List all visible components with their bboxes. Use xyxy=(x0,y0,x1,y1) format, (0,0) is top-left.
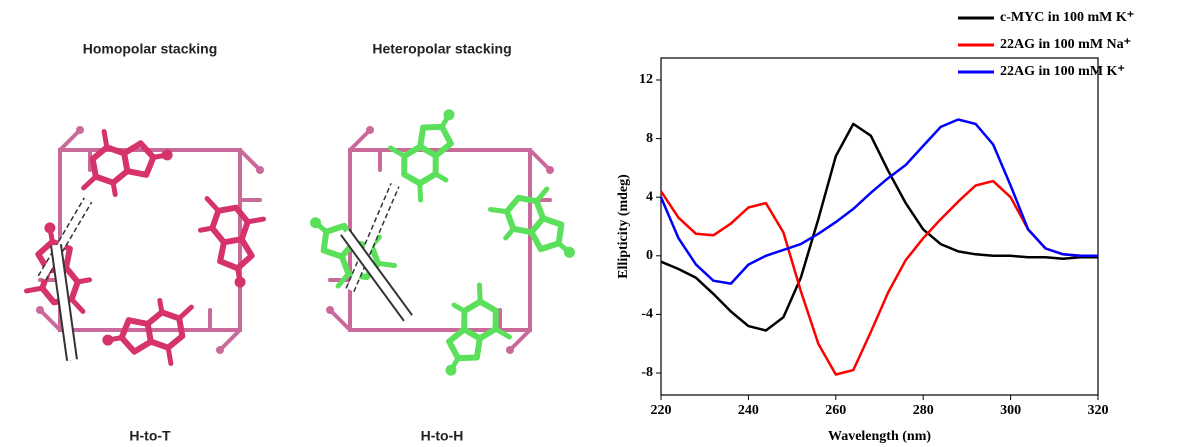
series-line xyxy=(660,122,1098,332)
legend-label: 22AG in 100 mM Na⁺ xyxy=(1000,37,1131,52)
panel-label: H-to-H xyxy=(421,428,464,444)
x-tick-label: 300 xyxy=(1000,403,1021,418)
legend-label: 22AG in 100 mM K⁺ xyxy=(1000,64,1125,79)
x-tick-label: 260 xyxy=(825,403,846,418)
panel-title: Homopolar stacking xyxy=(83,41,218,57)
y-tick-label: 4 xyxy=(646,189,653,204)
legend-label: c-MYC in 100 mM K⁺ xyxy=(1000,10,1134,25)
x-axis-label: Wavelength (nm) xyxy=(828,429,931,444)
series-line xyxy=(659,179,1098,376)
homopolar-diagram: Homopolar stacking H-to-T xyxy=(16,41,275,444)
y-tick-label: 8 xyxy=(646,131,653,146)
panel-label: H-to-T xyxy=(129,428,171,444)
y-tick-label: 12 xyxy=(639,72,653,87)
x-tick-label: 240 xyxy=(738,403,759,418)
x-tick-label: 280 xyxy=(913,403,934,418)
cd-chart: -8 -4 0 4 8 12 220 240 260 280 300 320 Wavelength (n… xyxy=(616,10,1134,444)
y-tick-label: 0 xyxy=(646,248,653,263)
x-tick-label: 320 xyxy=(1088,403,1109,418)
heteropolar-diagram: Heteropolar stacking H-to-H xyxy=(290,41,595,444)
y-tick-label: -4 xyxy=(641,307,653,322)
y-tick-label: -8 xyxy=(641,365,653,380)
x-tick-label: 220 xyxy=(651,403,672,418)
plot-frame xyxy=(660,57,1099,396)
panel-title: Heteropolar stacking xyxy=(372,41,511,57)
y-axis-label: Ellipticity (mdeg) xyxy=(616,174,631,279)
series-line xyxy=(659,118,1098,285)
